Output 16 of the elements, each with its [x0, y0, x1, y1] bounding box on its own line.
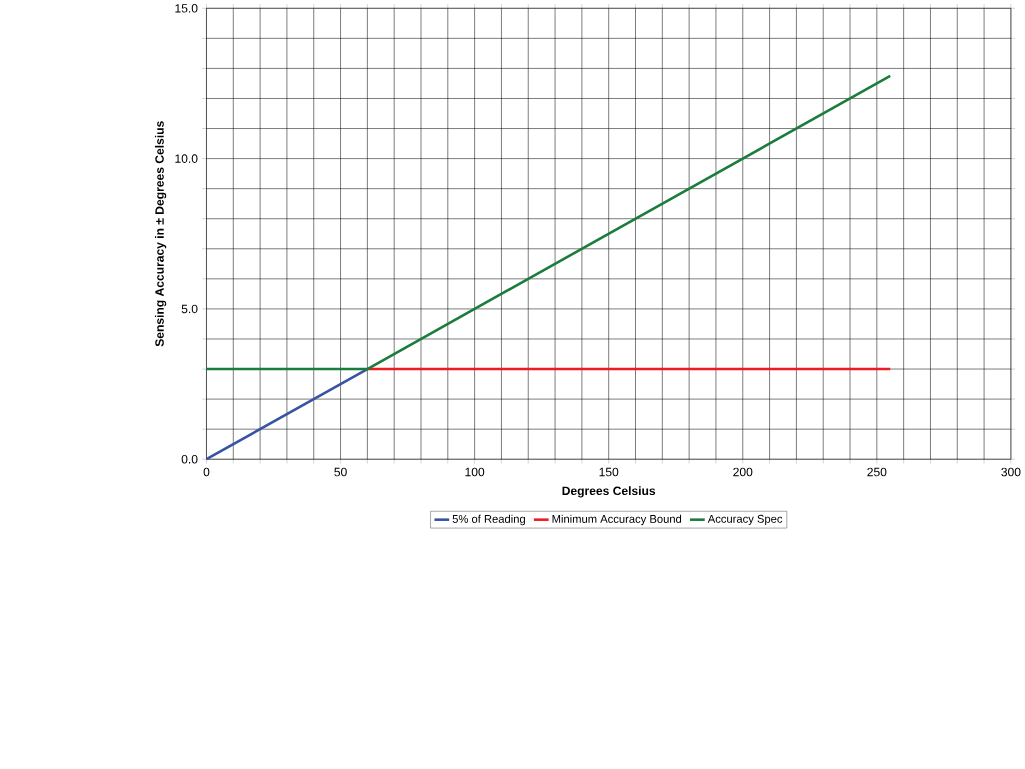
x-tick-label: 150	[599, 467, 619, 477]
legend-label: Accuracy Spec	[707, 514, 783, 526]
x-tick-label: 50	[334, 467, 347, 477]
legend-label: Minimum Accuracy Bound	[552, 514, 682, 526]
y-tick-label: 15.0	[175, 4, 198, 13]
legend-label: 5% of Reading	[452, 514, 525, 526]
x-tick-label: 300	[1001, 467, 1021, 477]
x-tick-label: 0	[203, 467, 210, 477]
x-axis-title: Degrees Celsius	[562, 486, 656, 498]
y-tick-label: 5.0	[181, 304, 198, 314]
y-tick-label: 0.0	[181, 455, 198, 464]
x-tick-label: 100	[465, 467, 485, 477]
y-axis-title: Sensing Accuracy in ± Degrees Celsius	[154, 121, 167, 347]
y-tick-label: 10.0	[175, 154, 198, 163]
x-tick-label: 200	[733, 467, 753, 477]
x-tick-label: 250	[867, 467, 887, 477]
